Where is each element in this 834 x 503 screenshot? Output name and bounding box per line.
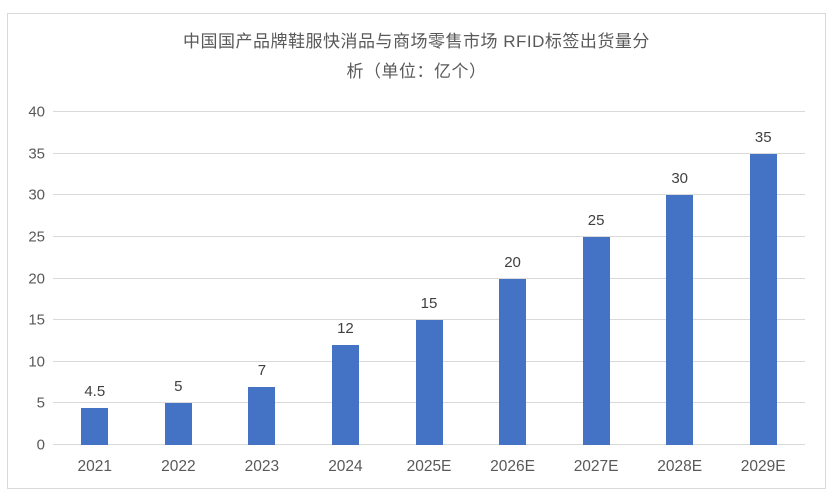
gridline-20 [53, 277, 805, 279]
bar-value-label-2028E: 30 [671, 170, 688, 188]
plot-area: 0 5 10 15 20 25 30 35 40 4.5 2021 5 2022 7 2023 12 2024 1… [28, 105, 805, 474]
x-axis-tick-label-2027E: 2027E [573, 458, 619, 475]
y-axis-tick-label-5: 5 [36, 394, 45, 412]
bar-2027E [582, 236, 610, 445]
bar-2022 [164, 403, 192, 445]
y-axis-tick-label-10: 10 [28, 353, 45, 371]
chart-title: 中国国产品牌鞋服快消品与商场零售市场 RFID标签出货量分 析（单位：亿个） [8, 27, 825, 87]
bar-value-label-2022: 5 [174, 378, 183, 396]
bar-value-label-2027E: 25 [587, 211, 605, 229]
gridline-30 [53, 194, 805, 196]
x-axis-tick-label-2029E: 2029E [740, 458, 786, 475]
y-axis-tick-label-0: 0 [36, 436, 45, 454]
y-axis-tick-label-30: 30 [28, 186, 45, 204]
bar-2029E [749, 153, 777, 445]
y-axis-tick-label-15: 15 [28, 311, 45, 329]
y-axis-tick-label-25: 25 [28, 228, 45, 246]
x-axis-tick-label-2026E: 2026E [490, 458, 535, 475]
bar-value-label-2025E: 15 [420, 295, 438, 313]
bar-2025E [415, 320, 443, 445]
bar-2024 [331, 345, 359, 445]
x-axis-tick-label-2025E: 2025E [406, 458, 452, 475]
x-axis-tick-label-2028E: 2028E [657, 458, 703, 475]
bar-value-label-2023: 7 [257, 361, 267, 379]
chart-title-line-1: 中国国产品牌鞋服快消品与商场零售市场 RFID标签出货量分 [183, 32, 650, 51]
bar-2021 [81, 407, 109, 445]
gridline-35 [53, 152, 805, 154]
x-axis-tick-label-2022: 2022 [161, 458, 196, 475]
bar-2026E [499, 278, 527, 445]
bar-value-label-2029E: 35 [754, 128, 772, 146]
bar-2023 [248, 386, 276, 445]
x-axis-tick-label-2021: 2021 [77, 458, 113, 475]
gridline-40 [53, 111, 805, 112]
gridline-25 [53, 235, 805, 237]
bar-value-label-2021: 4.5 [84, 382, 106, 400]
gridline-15 [53, 319, 805, 321]
bar-value-label-2026E: 20 [504, 253, 521, 271]
chart-title-line-2: 析（单位：亿个） [346, 62, 487, 81]
bar-value-label-2024: 12 [337, 320, 354, 338]
y-axis-tick-label-35: 35 [28, 145, 45, 163]
y-axis-tick-label-20: 20 [28, 270, 45, 287]
bar-2028E [666, 195, 694, 445]
x-axis-tick-label-2024: 2024 [328, 458, 363, 475]
y-axis-tick-label-40: 40 [28, 103, 45, 121]
chart-frame: 中国国产品牌鞋服快消品与商场零售市场 RFID标签出货量分 析（单位：亿个） 0… [7, 13, 826, 489]
x-axis-tick-label-2023: 2023 [244, 458, 280, 475]
